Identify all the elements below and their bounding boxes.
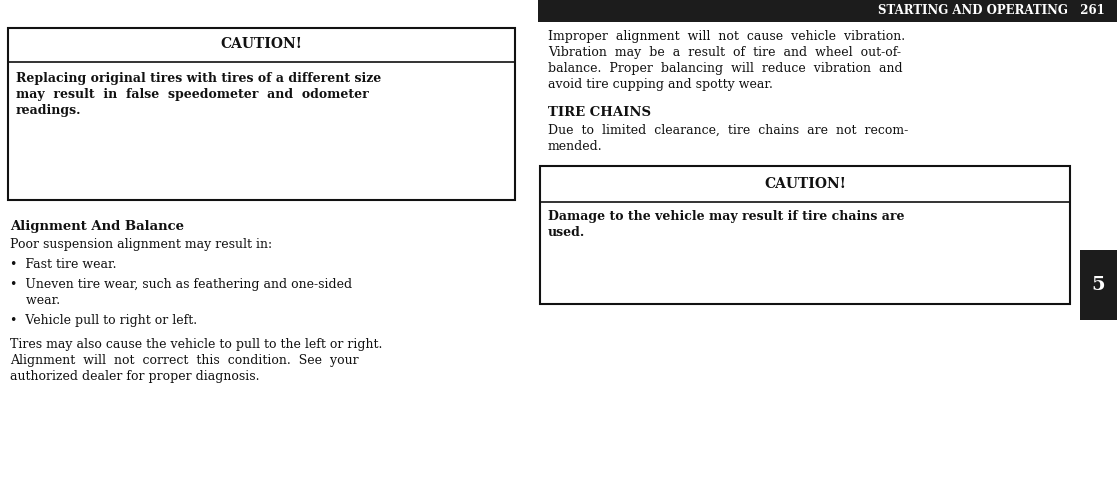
Text: may  result  in  false  speedometer  and  odometer: may result in false speedometer and odom…: [16, 88, 369, 101]
Text: TIRE CHAINS: TIRE CHAINS: [548, 106, 651, 119]
Text: •  Fast tire wear.: • Fast tire wear.: [10, 258, 116, 271]
Text: Tires may also cause the vehicle to pull to the left or right.: Tires may also cause the vehicle to pull…: [10, 338, 382, 351]
Text: Due  to  limited  clearance,  tire  chains  are  not  recom-: Due to limited clearance, tire chains ar…: [548, 124, 908, 137]
Text: balance.  Proper  balancing  will  reduce  vibration  and: balance. Proper balancing will reduce vi…: [548, 62, 903, 75]
Text: Poor suspension alignment may result in:: Poor suspension alignment may result in:: [10, 238, 273, 251]
Text: mended.: mended.: [548, 140, 603, 153]
Text: Alignment And Balance: Alignment And Balance: [10, 220, 184, 233]
Bar: [8, 28, 515, 200]
Text: STARTING AND OPERATING   261: STARTING AND OPERATING 261: [878, 4, 1105, 17]
Text: Alignment  will  not  correct  this  condition.  See  your: Alignment will not correct this conditio…: [10, 354, 359, 367]
Bar: [538, 0, 1117, 22]
Bar: [540, 166, 1070, 304]
Text: Improper  alignment  will  not  cause  vehicle  vibration.: Improper alignment will not cause vehicl…: [548, 30, 905, 43]
Text: used.: used.: [548, 226, 585, 239]
Text: Vibration  may  be  a  result  of  tire  and  wheel  out-of-: Vibration may be a result of tire and wh…: [548, 46, 901, 59]
Text: wear.: wear.: [10, 294, 60, 307]
Text: Replacing original tires with tires of a different size: Replacing original tires with tires of a…: [16, 72, 381, 85]
Text: 5: 5: [1091, 276, 1105, 294]
Text: CAUTION!: CAUTION!: [764, 177, 846, 191]
Text: readings.: readings.: [16, 104, 82, 117]
Text: •  Uneven tire wear, such as feathering and one-sided: • Uneven tire wear, such as feathering a…: [10, 278, 352, 291]
Text: Damage to the vehicle may result if tire chains are: Damage to the vehicle may result if tire…: [548, 210, 905, 223]
Text: avoid tire cupping and spotty wear.: avoid tire cupping and spotty wear.: [548, 78, 773, 91]
Text: •  Vehicle pull to right or left.: • Vehicle pull to right or left.: [10, 314, 197, 327]
Text: CAUTION!: CAUTION!: [220, 37, 303, 51]
Text: authorized dealer for proper diagnosis.: authorized dealer for proper diagnosis.: [10, 370, 259, 383]
Bar: [1080, 250, 1117, 320]
